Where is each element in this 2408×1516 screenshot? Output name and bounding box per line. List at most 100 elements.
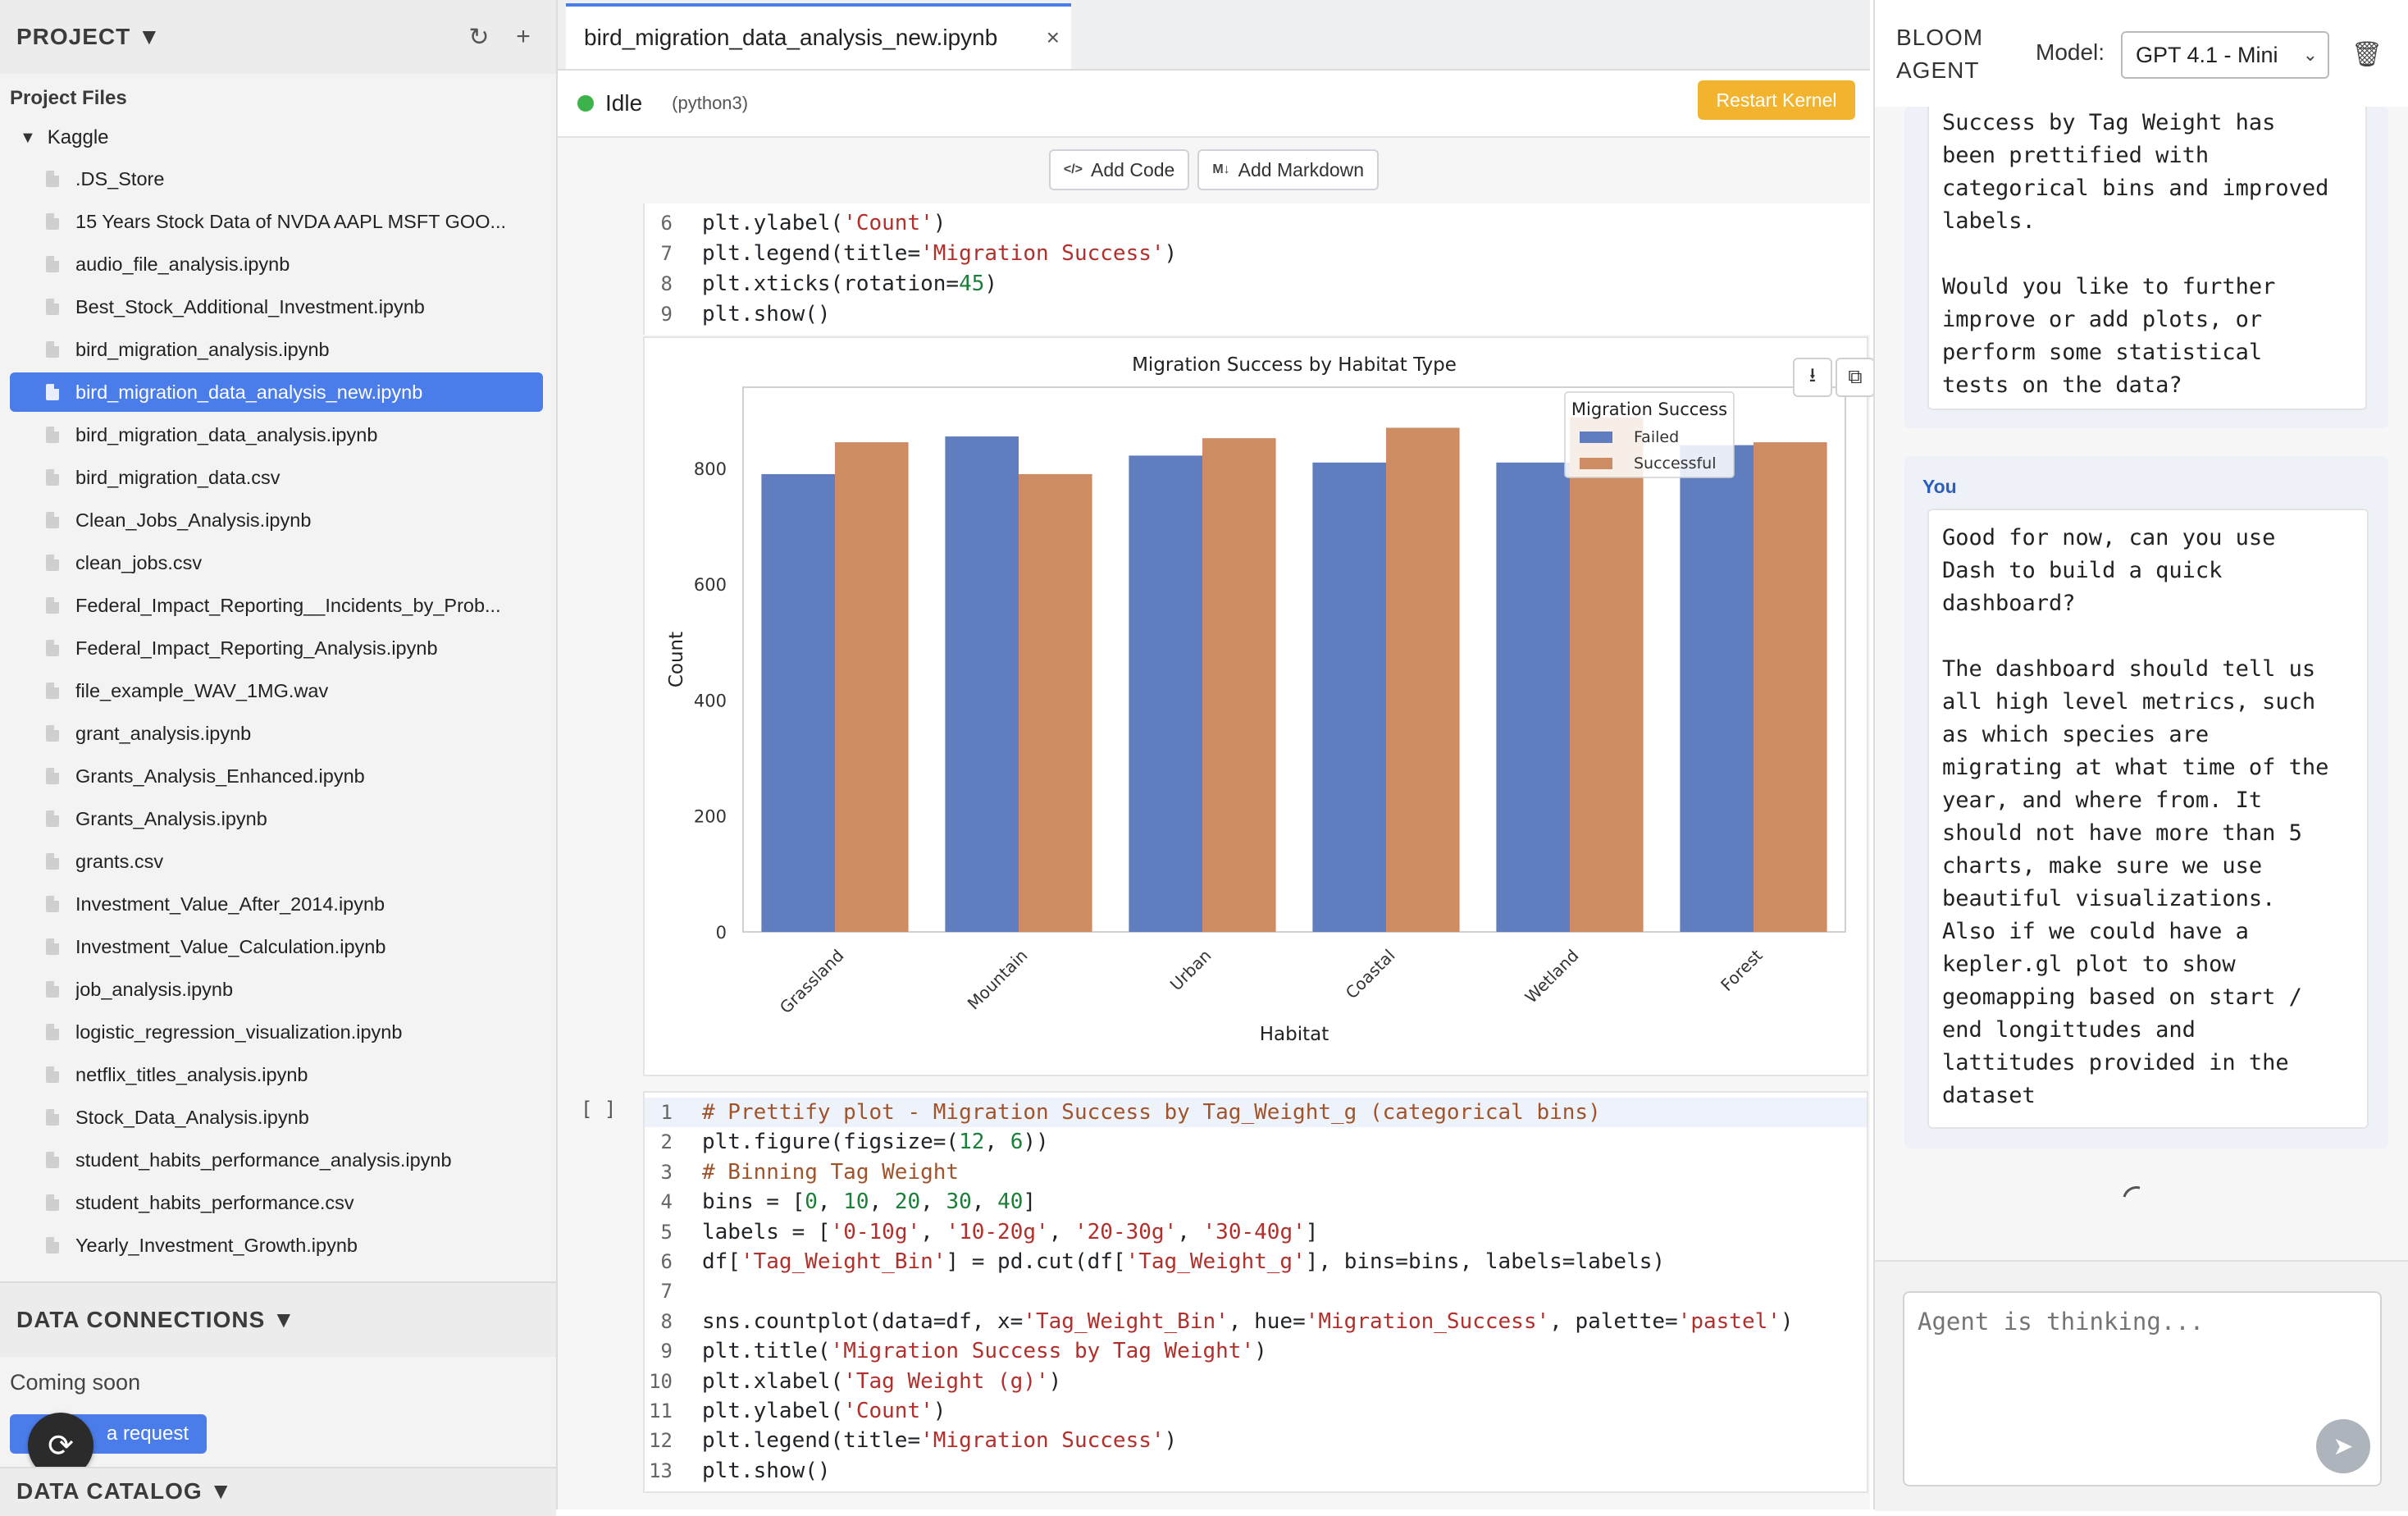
agent-input-area: ➤ <box>1875 1260 2408 1511</box>
file-icon <box>46 299 59 315</box>
code-token: , palette= <box>1549 1308 1678 1334</box>
file-name: 15 Years Stock Data of NVDA AAPL MSFT GO… <box>75 210 507 232</box>
project-sidebar: PROJECT ▼ ↻ + Project Files ▼ Kaggle .DS… <box>0 0 558 1516</box>
y-tick-label: 400 <box>694 691 727 710</box>
code-token: 12 <box>959 1130 985 1155</box>
file-item[interactable]: bird_migration_analysis.ipynb <box>10 330 543 369</box>
file-item[interactable]: 15 Years Stock Data of NVDA AAPL MSFT GO… <box>10 202 543 241</box>
file-icon <box>46 725 59 742</box>
line-number: 9 <box>660 1340 673 1363</box>
folder-kaggle[interactable]: ▼ Kaggle <box>20 126 109 149</box>
file-name: clean_jobs.csv <box>75 551 203 573</box>
file-name: Grants_Analysis_Enhanced.ipynb <box>75 765 365 787</box>
agent-message-input[interactable] <box>1903 1291 2382 1486</box>
file-name: audio_file_analysis.ipynb <box>75 253 290 275</box>
file-icon <box>46 597 59 614</box>
code-line: 7 plt.legend(title= 'Migration Success') <box>645 239 1178 268</box>
file-item[interactable]: student_habits_performance.csv <box>10 1183 543 1222</box>
code-token: ) <box>1048 1368 1062 1394</box>
trash-icon[interactable]: 🗑 <box>2351 40 2383 68</box>
code-token: # Binning Tag Weight <box>702 1159 960 1185</box>
file-item[interactable]: bird_migration_data_analysis_new.ipynb <box>10 372 543 412</box>
code-token: , hue= <box>1228 1308 1306 1334</box>
restart-kernel-button[interactable]: Restart Kernel <box>1698 80 1855 120</box>
code-token: 'Migration_Success' <box>1305 1308 1550 1334</box>
file-item[interactable]: Investment_Value_Calculation.ipynb <box>10 927 543 966</box>
folder-expanded-icon: ▼ <box>20 128 36 147</box>
file-item[interactable]: logistic_regression_visualization.ipynb <box>10 1012 543 1052</box>
file-item[interactable]: student_habits_performance_analysis.ipyn… <box>10 1140 543 1180</box>
file-item[interactable]: Federal_Impact_Reporting__Incidents_by_P… <box>10 586 543 625</box>
file-item[interactable]: netflix_titles_analysis.ipynb <box>10 1055 543 1094</box>
file-icon <box>46 512 59 528</box>
bar-failed <box>1496 462 1570 932</box>
code-cell-previous[interactable]: 6 plt.ylabel('Count') 7 plt.legend(title= 'M… <box>643 203 1870 335</box>
code-line: 3 # Binning Tag Weight <box>645 1158 960 1187</box>
file-item[interactable]: file_example_WAV_1MG.wav <box>10 671 543 710</box>
add-markdown-button[interactable]: M↓ Add Markdown <box>1197 149 1380 190</box>
send-icon[interactable]: ➤ <box>2316 1419 2370 1473</box>
line-number: 7 <box>660 242 673 265</box>
file-item[interactable]: clean_jobs.csv <box>10 543 543 582</box>
code-cell-active[interactable]: 1 # Prettify plot - Migration Success by … <box>643 1091 1868 1493</box>
file-item[interactable]: Stock_Data_Analysis.ipynb <box>10 1098 543 1137</box>
file-icon <box>46 1152 59 1168</box>
line-number: 6 <box>660 212 673 235</box>
file-item[interactable]: Federal_Impact_Reporting_Analysis.ipynb <box>10 628 543 668</box>
file-name: Federal_Impact_Reporting__Incidents_by_P… <box>75 594 501 616</box>
code-token: , <box>1177 1219 1203 1244</box>
refresh-icon[interactable]: ↻ <box>468 23 490 51</box>
file-name: netflix_titles_analysis.ipynb <box>75 1063 308 1085</box>
code-line: 5 labels = ['0-10g', '10-20g', '20-30g', … <box>645 1217 1319 1247</box>
file-item[interactable]: Investment_Value_After_2014.ipynb <box>10 884 543 924</box>
kernel-status: Idle <box>605 90 643 116</box>
line-number: 8 <box>660 1309 673 1333</box>
chart-title: Migration Success by Habitat Type <box>1132 354 1457 376</box>
line-number: 13 <box>649 1459 673 1482</box>
add-file-icon[interactable]: + <box>516 23 531 50</box>
file-item[interactable]: audio_file_analysis.ipynb <box>10 244 543 284</box>
code-token: sns.countplot(data=df, x= <box>702 1308 1024 1334</box>
file-item[interactable]: Grants_Analysis_Enhanced.ipynb <box>10 756 543 796</box>
code-token: 'Tag_Weight_Bin' <box>740 1249 946 1274</box>
file-item[interactable]: job_analysis.ipynb <box>10 970 543 1009</box>
data-connections-header[interactable]: DATA CONNECTIONS ▼ <box>0 1281 556 1357</box>
file-icon <box>46 1194 59 1211</box>
model-select[interactable]: GPT 4.1 - Mini ⌄ <box>2121 31 2329 79</box>
code-token: '20-30g' <box>1074 1219 1178 1244</box>
x-tick-label: Wetland <box>1521 946 1583 1007</box>
file-icon <box>46 1237 59 1253</box>
user-message: Good for now, can you use Dash to build … <box>1927 509 2369 1129</box>
tab-notebook[interactable]: bird_migration_data_analysis_new.ipynb × <box>566 3 1071 69</box>
file-item[interactable]: .DS_Store <box>10 159 543 199</box>
data-catalog-header[interactable]: DATA CATALOG ▼ <box>0 1467 556 1516</box>
add-code-button[interactable]: </> Add Code <box>1048 149 1190 190</box>
file-item[interactable]: bird_migration_data_analysis.ipynb <box>10 415 543 454</box>
kernel-name: (python3) <box>672 93 749 113</box>
file-item[interactable]: Clean_Jobs_Analysis.ipynb <box>10 500 543 540</box>
file-item[interactable]: Best_Stock_Additional_Investment.ipynb <box>10 287 543 326</box>
code-token: 0 <box>805 1190 818 1215</box>
file-item[interactable]: bird_migration_data.csv <box>10 458 543 497</box>
code-line: 9 plt.title('Migration Success by Tag Wei… <box>645 1336 1267 1366</box>
file-name: file_example_WAV_1MG.wav <box>75 679 329 701</box>
project-title[interactable]: PROJECT ▼ <box>16 24 162 49</box>
code-token: 'pastel' <box>1677 1308 1781 1334</box>
code-token: ) <box>933 211 946 235</box>
file-icon <box>46 1109 59 1126</box>
model-label: Model: <box>2036 39 2105 65</box>
download-icon[interactable]: ⭳ <box>1793 358 1832 397</box>
file-item[interactable]: grant_analysis.ipynb <box>10 714 543 753</box>
file-item[interactable]: Grants_Analysis.ipynb <box>10 799 543 838</box>
file-item[interactable]: Yearly_Investment_Growth.ipynb <box>10 1226 543 1265</box>
agent-title-line1: BLOOM <box>1896 25 1984 50</box>
close-tab-icon[interactable]: × <box>1046 25 1060 50</box>
code-token: ], bins=bins, labels=labels) <box>1305 1249 1666 1274</box>
code-token: ) <box>1164 1428 1178 1454</box>
copy-icon[interactable]: ⧉ <box>1836 358 1875 397</box>
code-token: 'Tag Weight (g)' <box>843 1368 1049 1394</box>
code-token: plt.figure(figsize=( <box>702 1130 960 1155</box>
file-item[interactable]: grants.csv <box>10 842 543 881</box>
file-name: bird_migration_analysis.ipynb <box>75 338 330 360</box>
file-list: .DS_Store 15 Years Stock Data of NVDA AAP… <box>10 159 543 1268</box>
